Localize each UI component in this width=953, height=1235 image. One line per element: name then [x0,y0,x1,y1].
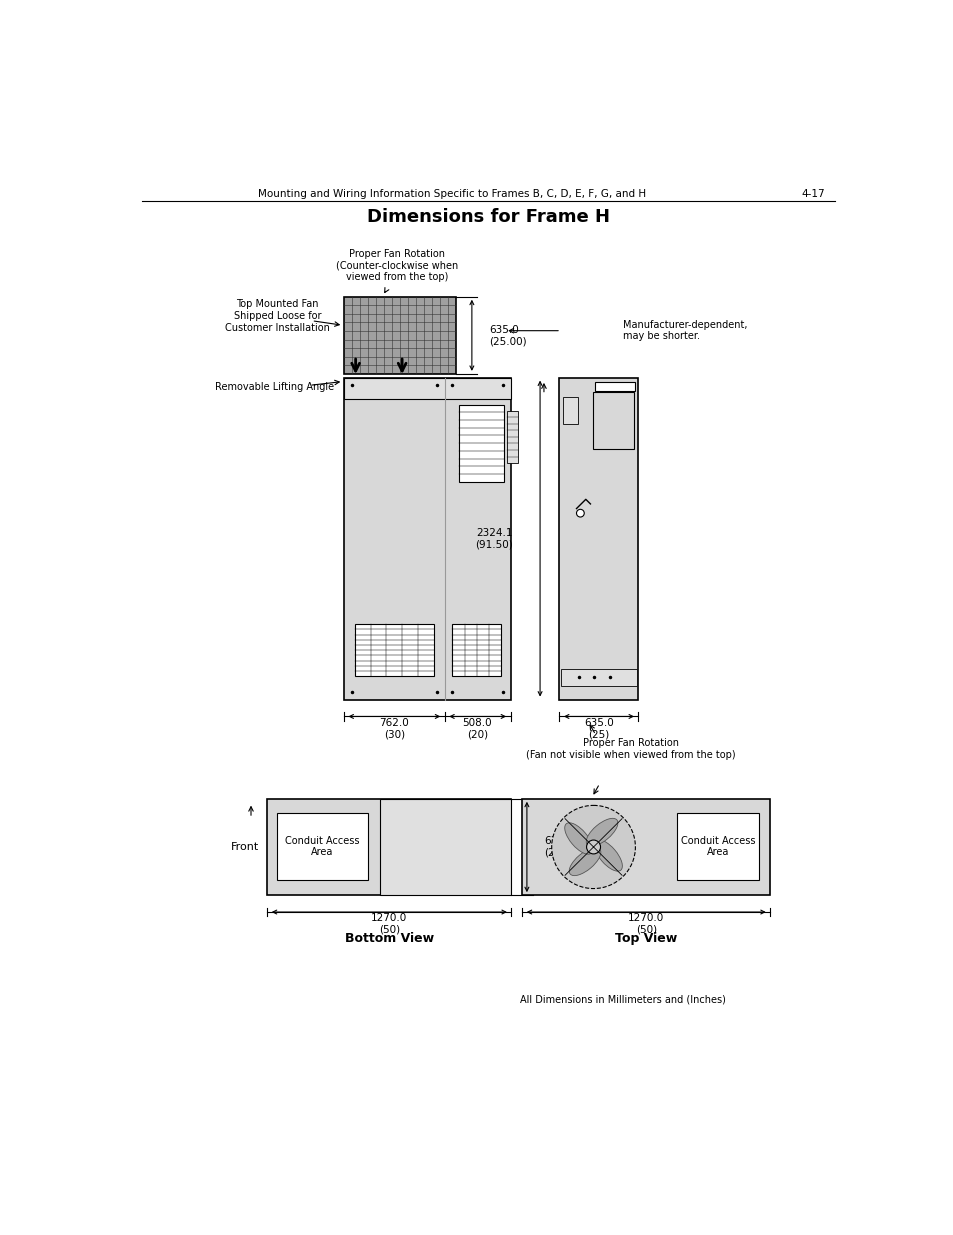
Text: 4-17: 4-17 [801,189,823,199]
Ellipse shape [569,847,600,876]
Bar [458,405,503,482]
Text: Front: Front [231,842,258,852]
Bar [595,382,634,390]
Bar [592,391,633,450]
Text: 508.0
(20): 508.0 (20) [462,718,492,740]
Text: Top View: Top View [615,932,677,946]
Text: Conduit Access
Area: Conduit Access Area [285,836,359,857]
Text: 635.0
(25.00): 635.0 (25.00) [488,325,526,346]
Circle shape [586,840,599,853]
Bar [344,378,510,699]
Text: Bottom View: Bottom View [344,932,434,946]
Bar [677,813,758,881]
Bar [506,411,517,463]
Bar [558,378,638,699]
Bar [276,813,368,881]
Text: 1270.0
(50): 1270.0 (50) [627,913,663,935]
Text: Dimensions for Frame H: Dimensions for Frame H [367,209,610,226]
Bar [562,396,578,424]
Bar [355,624,434,677]
Bar [267,799,511,895]
Text: 762.0
(30): 762.0 (30) [379,718,409,740]
Text: Top Mounted Fan
Shipped Loose for
Customer Installation: Top Mounted Fan Shipped Loose for Custom… [225,299,330,332]
Bar [452,624,500,677]
Text: Manufacturer-dependent,
may be shorter.: Manufacturer-dependent, may be shorter. [622,320,747,342]
Ellipse shape [594,840,621,871]
Text: 635.0
(25): 635.0 (25) [583,718,613,740]
Circle shape [576,509,583,517]
Text: All Dimensions in Millimeters and (Inches): All Dimensions in Millimeters and (Inche… [519,994,725,1004]
Text: 2324.1
(91.50): 2324.1 (91.50) [475,527,513,550]
Text: Proper Fan Rotation
(Fan not visible when viewed from the top): Proper Fan Rotation (Fan not visible whe… [525,739,735,760]
Circle shape [551,805,635,888]
Text: Removable Lifting Angle: Removable Lifting Angle [215,382,335,391]
Bar [560,668,637,685]
Text: Conduit Access
Area: Conduit Access Area [680,836,755,857]
Ellipse shape [564,823,592,855]
Text: 1270.0
(50): 1270.0 (50) [371,913,407,935]
Bar [344,378,510,399]
Ellipse shape [586,819,618,846]
Text: 635.0
(25): 635.0 (25) [543,836,573,858]
Text: Proper Fan Rotation
(Counter-clockwise when
viewed from the top): Proper Fan Rotation (Counter-clockwise w… [335,248,457,282]
Bar [344,296,456,374]
Bar [521,799,769,895]
Text: Mounting and Wiring Information Specific to Frames B, C, D, E, F, G, and H: Mounting and Wiring Information Specific… [258,189,646,199]
Bar [379,799,511,895]
